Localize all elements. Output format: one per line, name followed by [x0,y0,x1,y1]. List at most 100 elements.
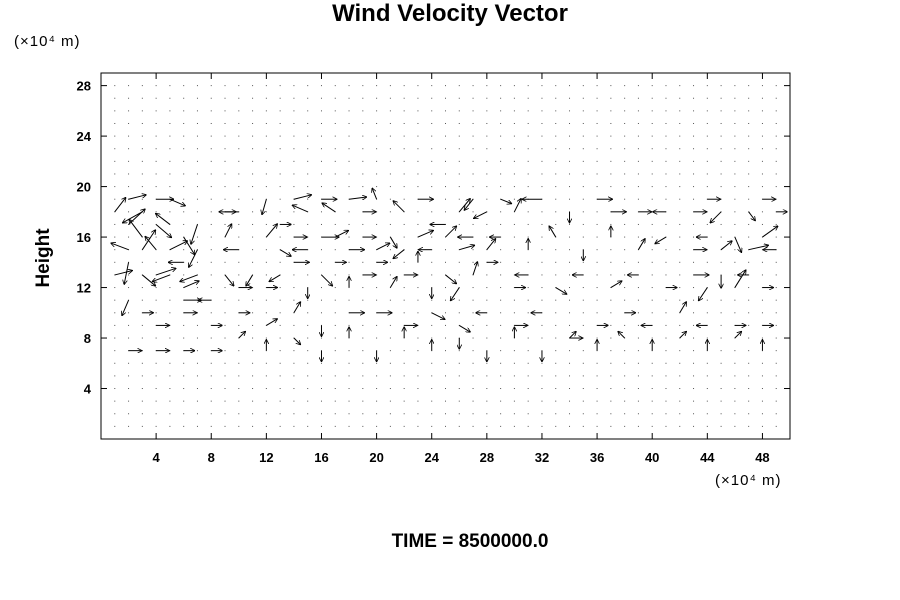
grid-dot [417,362,419,364]
grid-dot [761,160,763,162]
grid-dot [706,122,708,124]
grid-dot [624,324,626,326]
wind-vector [293,195,312,200]
grid-dot [555,312,557,314]
grid-dot [679,211,681,213]
grid-dot [486,160,488,162]
grid-dot [376,148,378,150]
grid-dot [720,362,722,364]
grid-dot [513,148,515,150]
vector-field [111,188,787,361]
grid-dot [693,223,695,225]
grid-dot [252,261,254,263]
wind-vector [246,274,254,286]
grid-dot [169,350,171,352]
grid-dot [555,388,557,390]
grid-dot [734,223,736,225]
grid-dot [362,299,364,301]
grid-dot [569,148,571,150]
grid-dot [624,413,626,415]
grid-dot [596,312,598,314]
grid-dot [679,350,681,352]
grid-dot [252,425,254,427]
grid-dot [403,236,405,238]
grid-dot [693,413,695,415]
grid-dot [155,85,157,87]
grid-dot [334,324,336,326]
grid-dot [458,261,460,263]
grid-dot [472,97,474,99]
grid-dot [472,186,474,188]
grid-dot [141,350,143,352]
grid-dot [114,148,116,150]
grid-dot [348,173,350,175]
grid-dot [693,135,695,137]
grid-dot [500,337,502,339]
wind-vector [734,236,742,252]
grid-dot [210,425,212,427]
grid-dot [114,122,116,124]
grid-dot [624,362,626,364]
wind-vector [389,236,397,248]
grid-dot [252,337,254,339]
grid-dot [637,223,639,225]
wind-vector [500,198,512,203]
grid-dot [679,400,681,402]
grid-dot [582,148,584,150]
grid-dot [761,173,763,175]
grid-dot [582,198,584,200]
grid-dot [582,97,584,99]
grid-dot [500,274,502,276]
grid-dot [403,388,405,390]
grid-dot [293,110,295,112]
grid-dot [472,110,474,112]
grid-dot [693,362,695,364]
grid-dot [224,160,226,162]
grid-dot [196,362,198,364]
grid-dot [279,350,281,352]
grid-dot [596,337,598,339]
grid-dot [693,198,695,200]
grid-dot [706,375,708,377]
grid-dot [513,413,515,415]
grid-dot [238,274,240,276]
grid-dot [169,413,171,415]
grid-dot [389,362,391,364]
grid-dot [596,287,598,289]
grid-dot [582,110,584,112]
grid-dot [183,388,185,390]
grid-dot [252,223,254,225]
grid-dot [431,261,433,263]
grid-dot [569,85,571,87]
grid-dot [183,324,185,326]
grid-dot [417,223,419,225]
grid-dot [265,261,267,263]
grid-dot [665,186,667,188]
grid-dot [624,274,626,276]
grid-dot [734,375,736,377]
grid-dot [500,375,502,377]
grid-dot [362,425,364,427]
grid-dot [128,135,130,137]
grid-dot [693,375,695,377]
chart-title: Wind Velocity Vector [332,0,568,27]
grid-dot [569,198,571,200]
grid-dot [128,148,130,150]
grid-dot [238,425,240,427]
grid-dot [279,362,281,364]
grid-dot [748,85,750,87]
grid-dot [693,186,695,188]
grid-dot [761,375,763,377]
grid-dot [293,85,295,87]
grid-dot [210,198,212,200]
grid-dot [720,122,722,124]
grid-dot [141,135,143,137]
grid-dot [334,274,336,276]
grid-dot [265,97,267,99]
grid-dot [720,350,722,352]
grid-dot [596,173,598,175]
grid-dot [252,388,254,390]
grid-dot [155,186,157,188]
wind-vector [417,230,433,238]
grid-dot [610,299,612,301]
